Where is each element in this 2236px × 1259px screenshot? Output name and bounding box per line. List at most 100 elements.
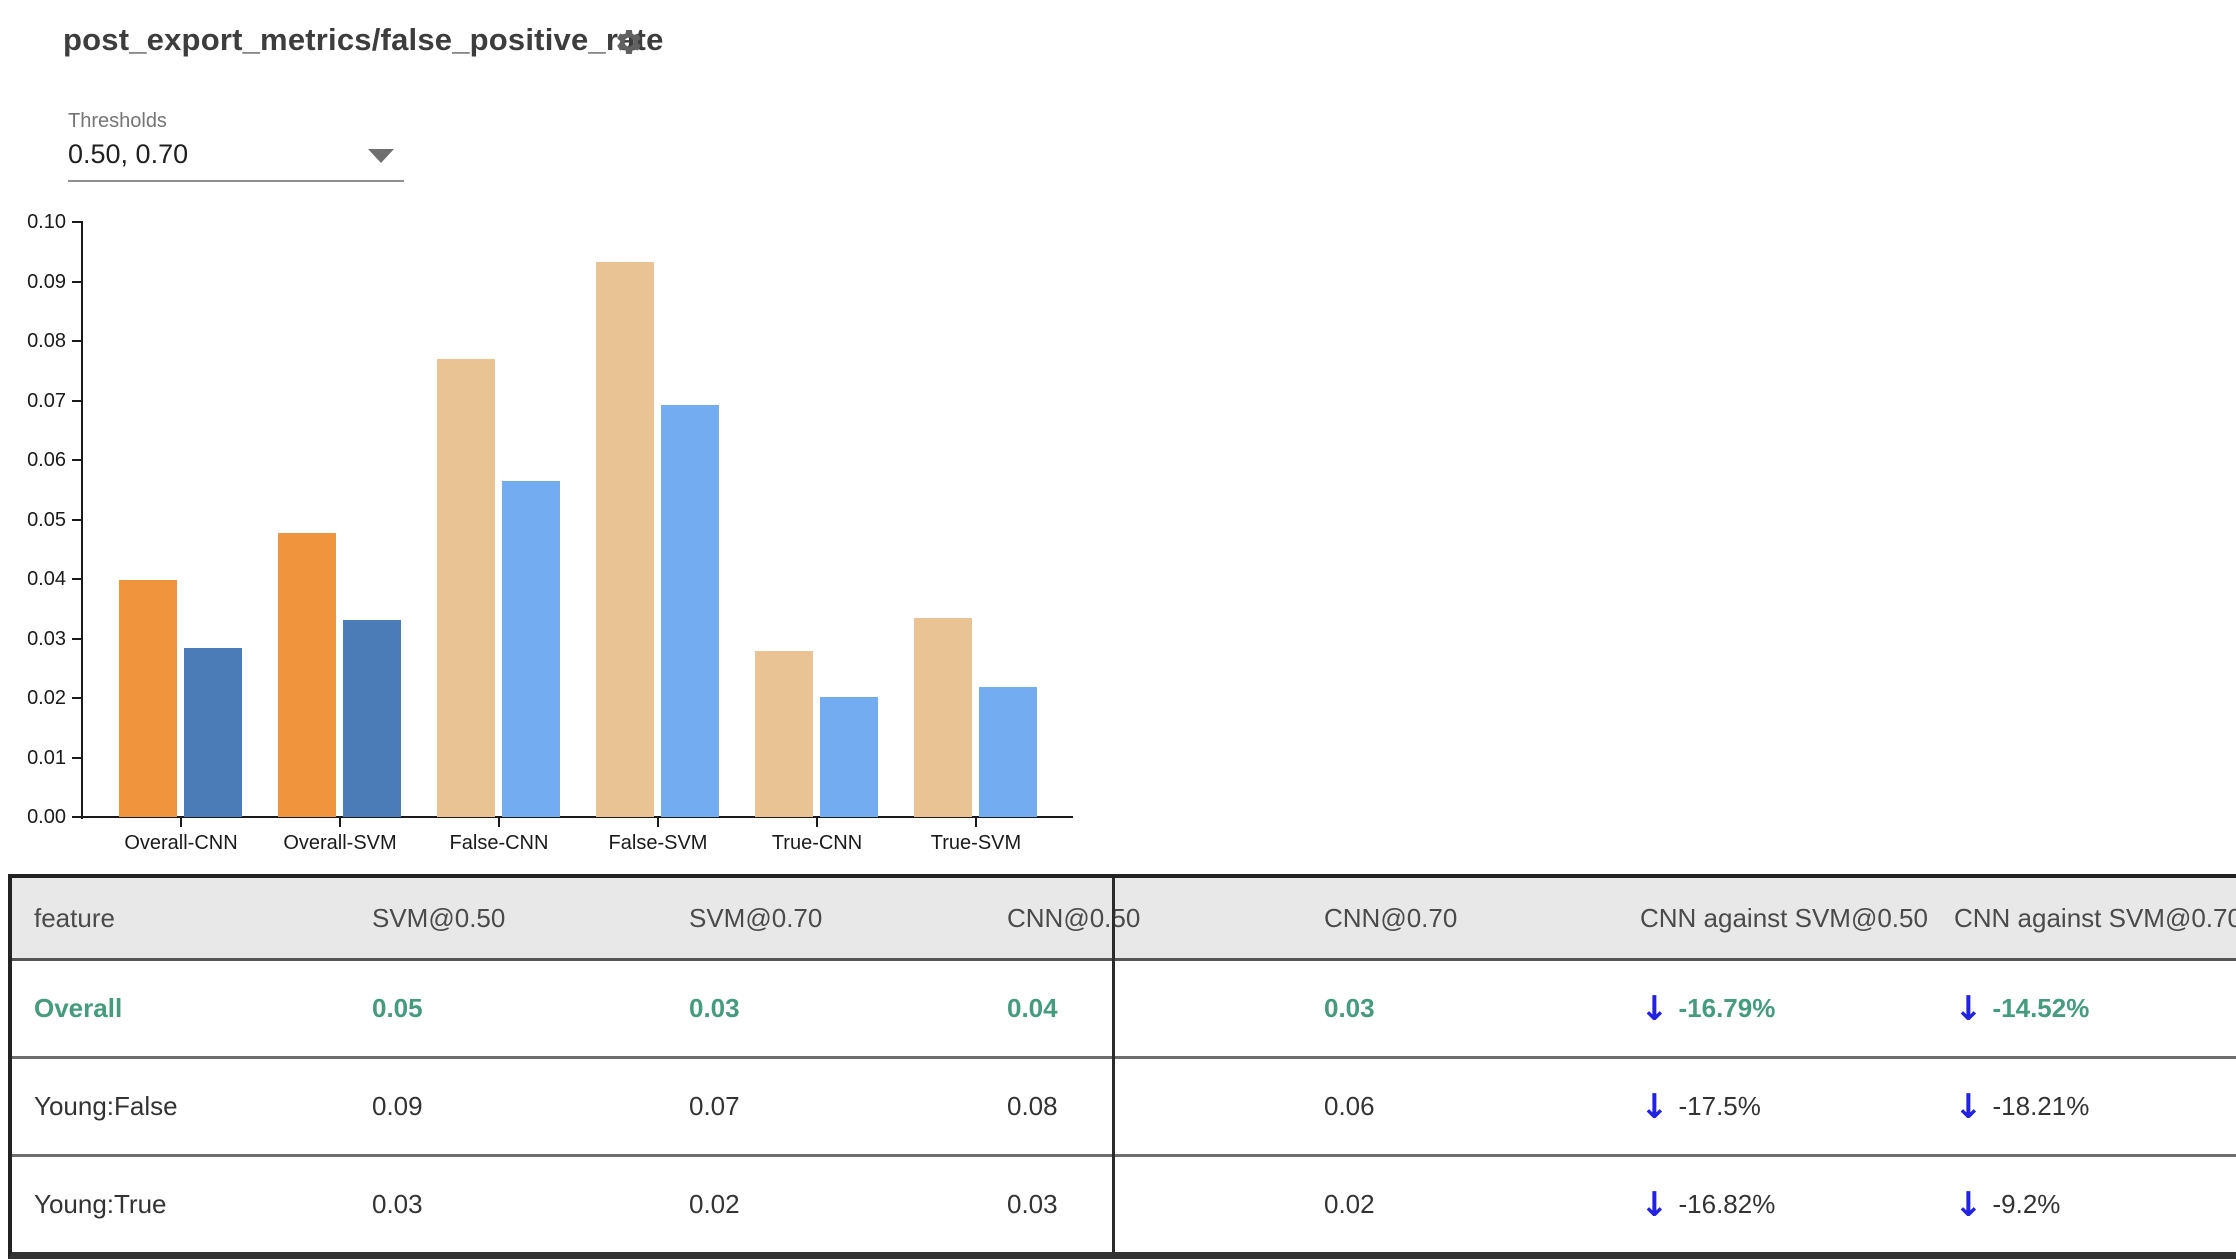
bar-overall-svm-050[interactable] (278, 532, 336, 817)
value-cell: 0.03 (1324, 993, 1375, 1023)
change-value: -14.52% (1992, 993, 2090, 1023)
bar-false-svm-070[interactable] (661, 405, 719, 817)
y-tick-label: 0.05 (27, 508, 66, 531)
table-row-young-true: Young:True 0.03 0.02 0.03 0.02 ↓ -16.82% … (12, 1156, 2236, 1253)
y-tick-label: 0.08 (27, 330, 66, 352)
value-cell: 0.03 (372, 1189, 423, 1219)
change-value: -9.2% (1992, 1189, 2061, 1219)
change-cell: ↓ -17.5% (1618, 1058, 1932, 1156)
change-value: -17.5% (1678, 1091, 1761, 1121)
change-cell: ↓ -14.52% (1932, 960, 2236, 1058)
value-cell: 0.09 (372, 1091, 423, 1121)
thresholds-value: 0.50, 0.70 (68, 139, 189, 169)
y-tick-mark (72, 637, 81, 640)
value-cell: 0.03 (1007, 1189, 1058, 1219)
thresholds-select[interactable]: 0.50, 0.70 (68, 139, 404, 182)
metrics-table: feature SVM@0.50 SVM@0.70 CNN@0.50 CNN@0… (12, 878, 2236, 1252)
arrow-down-icon: ↓ (1954, 1184, 1983, 1225)
x-axis-line (81, 816, 1073, 818)
bar-overall-svm-070[interactable] (343, 620, 401, 817)
x-tick-mark (975, 818, 977, 827)
y-tick-label: 0.09 (27, 270, 66, 293)
change-value: -16.82% (1678, 1189, 1776, 1219)
feature-cell: Young:False (34, 1091, 178, 1121)
arrow-down-icon: ↓ (1640, 988, 1669, 1029)
value-cell: 0.06 (1324, 1091, 1375, 1121)
col-header-feature: feature (12, 878, 350, 961)
value-cell: 0.04 (1007, 993, 1058, 1023)
page-title: post_export_metrics/false_positive_rate (63, 22, 664, 57)
y-tick-label: 0.01 (27, 746, 66, 769)
bar-overall-cnn-070[interactable] (184, 648, 242, 817)
col-header-cnn-against-svm-070: CNN against SVM@0.70 (1932, 878, 2236, 961)
x-axis-label: True-SVM (930, 832, 1022, 854)
value-cell: 0.02 (1324, 1189, 1375, 1219)
arrow-down-icon: ↓ (1640, 1184, 1669, 1225)
y-tick-label: 0.07 (27, 389, 66, 412)
x-axis-label: True-CNN (771, 832, 863, 854)
y-tick-label: 0.10 (27, 211, 66, 233)
settings-gear-icon[interactable] (614, 27, 644, 57)
feature-cell: Young:True (34, 1189, 167, 1219)
feature-cell: Overall (34, 993, 123, 1023)
bar-true-cnn-050[interactable] (755, 650, 813, 817)
col-header-cnn-070: CNN@0.70 (1302, 878, 1618, 961)
x-axis-label: Overall-SVM (283, 832, 397, 854)
change-cell: ↓ -18.21% (1932, 1058, 2236, 1156)
bar-false-cnn-050[interactable] (437, 358, 495, 817)
change-cell: ↓ -16.79% (1618, 960, 1932, 1058)
change-cell: ↓ -9.2% (1932, 1156, 2236, 1253)
dropdown-arrow-icon (368, 149, 394, 163)
bar-false-svm-050[interactable] (596, 261, 654, 817)
arrow-down-icon: ↓ (1640, 1086, 1669, 1127)
bar-false-cnn-070[interactable] (502, 480, 560, 817)
y-tick-mark (72, 697, 81, 699)
value-cell: 0.02 (689, 1189, 740, 1219)
y-tick-mark (72, 518, 81, 521)
table-pane-divider (1112, 878, 1115, 1252)
value-cell: 0.08 (1007, 1091, 1058, 1121)
change-cell: ↓ -16.82% (1618, 1156, 1932, 1253)
y-tick-label: 0.03 (27, 627, 66, 650)
table-row-young-false: Young:False 0.09 0.07 0.08 0.06 ↓ -17.5% … (12, 1058, 2236, 1156)
col-header-svm-070: SVM@0.70 (667, 878, 985, 961)
thresholds-label: Thresholds (68, 110, 167, 132)
y-tick-mark (72, 399, 81, 402)
x-tick-mark (498, 818, 500, 827)
y-tick-mark (72, 756, 81, 759)
bar-overall-cnn-050[interactable] (119, 580, 177, 817)
arrow-down-icon: ↓ (1954, 988, 1983, 1029)
value-cell: 0.03 (689, 993, 740, 1023)
table-row-overall: Overall 0.05 0.03 0.04 0.03 ↓ -16.79% ↓ -1… (12, 960, 2236, 1058)
x-axis-label: False-SVM (608, 832, 708, 854)
change-value: -16.79% (1678, 993, 1776, 1023)
y-tick-label: 0.00 (27, 806, 66, 828)
y-tick-mark (72, 221, 81, 223)
value-cell: 0.05 (372, 993, 423, 1023)
x-tick-mark (180, 818, 182, 827)
y-tick-mark (72, 340, 81, 342)
x-axis-label: Overall-CNN (124, 832, 238, 854)
y-tick-mark (72, 816, 81, 818)
y-axis-line (81, 221, 83, 819)
bar-true-svm-050[interactable] (914, 618, 972, 817)
thresholds-dropdown: Thresholds 0.50, 0.70 (68, 110, 404, 182)
y-tick-label: 0.04 (27, 568, 66, 590)
x-tick-mark (339, 818, 341, 827)
y-tick-mark (72, 578, 81, 580)
metrics-table-container: feature SVM@0.50 SVM@0.70 CNN@0.50 CNN@0… (8, 874, 2236, 1259)
col-header-svm-050: SVM@0.50 (350, 878, 667, 961)
col-header-cnn-against-svm-050: CNN against SVM@0.50 (1618, 878, 1932, 961)
bar-true-svm-070[interactable] (979, 686, 1037, 817)
x-axis-label: False-CNN (449, 832, 549, 854)
y-tick-label: 0.06 (27, 449, 66, 471)
col-header-cnn-050: CNN@0.50 (985, 878, 1302, 961)
table-header-row: feature SVM@0.50 SVM@0.70 CNN@0.50 CNN@0… (12, 878, 2236, 961)
arrow-down-icon: ↓ (1954, 1086, 1983, 1127)
x-tick-mark (657, 818, 659, 827)
bar-true-cnn-070[interactable] (820, 697, 878, 817)
change-value: -18.21% (1992, 1091, 2090, 1121)
value-cell: 0.07 (689, 1091, 740, 1121)
y-tick-label: 0.02 (27, 687, 66, 709)
false-positive-rate-bar-chart: 0.00 0.01 0.02 0.03 0.04 0.05 0.06 0.07 0.08 0.09… (0, 0, 1160, 870)
